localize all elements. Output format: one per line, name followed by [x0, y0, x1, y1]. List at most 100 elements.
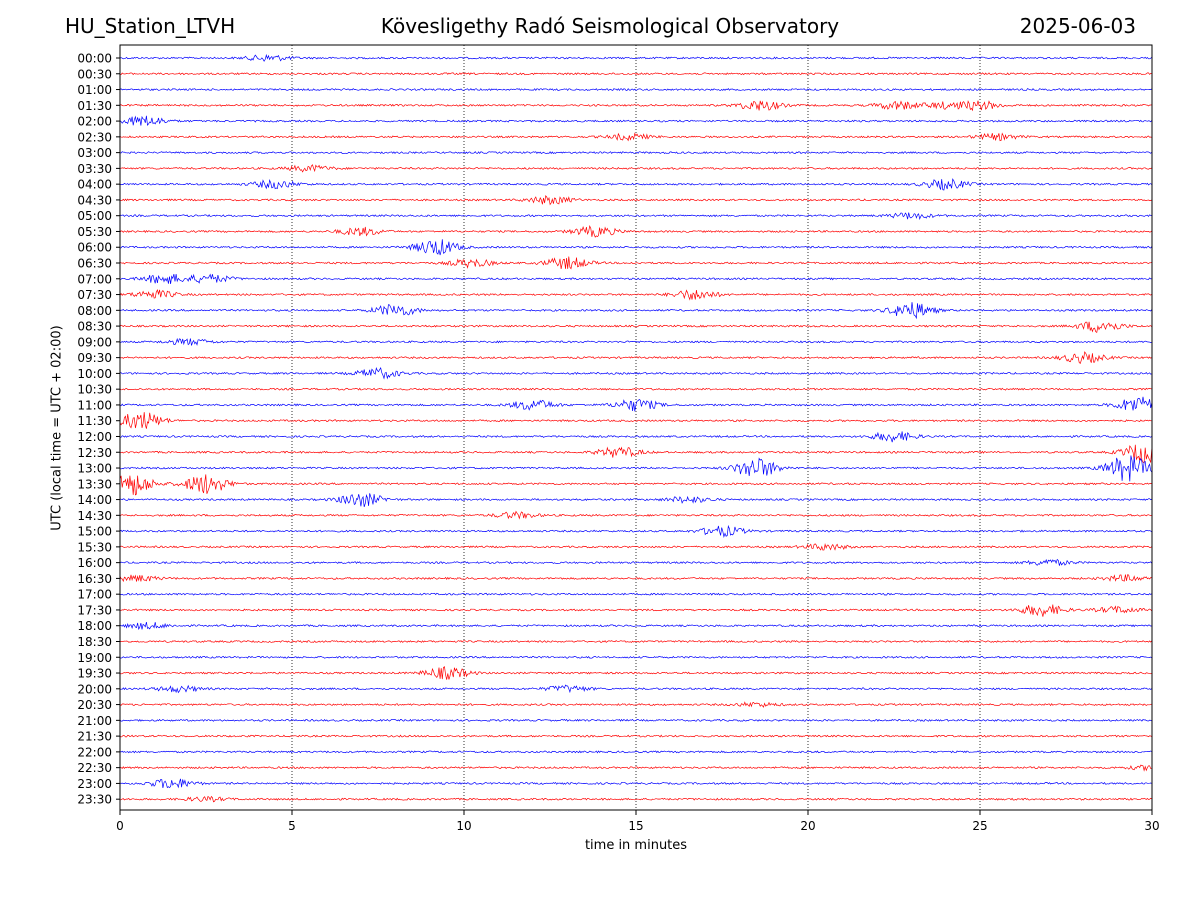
- trace-0400: [119, 178, 1153, 191]
- y-tick-label: 15:30: [77, 540, 112, 554]
- y-tick-label: 01:30: [77, 99, 112, 113]
- y-tick-label: 11:30: [77, 414, 112, 428]
- trace-0030: [119, 72, 1152, 76]
- y-tick-label: 18:30: [77, 635, 112, 649]
- trace-1900: [119, 655, 1153, 659]
- y-tick-label: 14:00: [77, 493, 112, 507]
- trace-0330: [119, 164, 1152, 173]
- trace-1800: [119, 622, 1152, 630]
- trace-0900: [119, 337, 1152, 346]
- trace-1400: [119, 493, 1152, 508]
- y-tick-label: 02:00: [77, 115, 112, 129]
- x-tick-label: 10: [456, 819, 471, 833]
- trace-1430: [119, 510, 1152, 520]
- y-tick-label: 04:30: [77, 193, 112, 207]
- x-tick-label: 20: [800, 819, 815, 833]
- trace-2100: [119, 718, 1152, 722]
- y-tick-label: 17:30: [77, 603, 112, 617]
- y-tick-label: 11:00: [77, 398, 112, 412]
- trace-1100: [119, 396, 1153, 412]
- y-tick-label: 10:00: [77, 367, 112, 381]
- x-tick-label: 30: [1144, 819, 1159, 833]
- y-tick-label: 23:30: [77, 793, 112, 807]
- y-tick-label: 18:00: [77, 619, 112, 633]
- y-tick-label: 21:30: [77, 730, 112, 744]
- y-tick-label: 04:00: [77, 178, 112, 192]
- y-tick-label: 06:00: [77, 241, 112, 255]
- trace-0600: [119, 239, 1153, 256]
- trace-0730: [119, 289, 1153, 301]
- trace-1500: [119, 524, 1153, 539]
- trace-0800: [119, 302, 1153, 320]
- y-tick-label: 08:00: [77, 304, 112, 318]
- y-tick-label: 20:30: [77, 698, 112, 712]
- y-tick-label: 02:30: [77, 130, 112, 144]
- y-tick-label: 21:00: [77, 714, 112, 728]
- y-tick-label: 12:30: [77, 446, 112, 460]
- trace-0000: [119, 53, 1153, 62]
- y-tick-label: 08:30: [77, 320, 112, 334]
- trace-0630: [119, 256, 1152, 270]
- y-tick-label: 22:30: [77, 761, 112, 775]
- trace-1700: [119, 592, 1152, 596]
- plot-frame: [119, 44, 1153, 811]
- x-tick-label: 15: [628, 819, 643, 833]
- record-date: 2025-06-03: [1019, 14, 1136, 38]
- trace-1030: [119, 387, 1152, 391]
- y-tick-label: 07:00: [77, 272, 112, 286]
- y-tick-label: 05:30: [77, 225, 112, 239]
- trace-0930: [119, 351, 1152, 364]
- station-name: HU_Station_LTVH: [65, 14, 236, 38]
- trace-0430: [119, 194, 1152, 206]
- trace-1630: [119, 574, 1152, 583]
- y-tick-label: 19:30: [77, 667, 112, 681]
- y-tick-label: 03:00: [77, 146, 112, 160]
- y-tick-label: 10:30: [77, 383, 112, 397]
- y-tick-label: 07:30: [77, 288, 112, 302]
- trace-2330: [119, 795, 1152, 803]
- trace-2300: [119, 778, 1152, 789]
- y-tick-label: 13:30: [77, 477, 112, 491]
- y-tick-label: 00:00: [77, 52, 112, 66]
- y-tick-label: 19:00: [77, 651, 112, 665]
- trace-0200: [119, 115, 1153, 126]
- trace-1530: [119, 543, 1153, 551]
- trace-1300: [119, 455, 1153, 482]
- y-tick-label: 16:30: [77, 572, 112, 586]
- trace-2030: [119, 701, 1152, 708]
- trace-1730: [119, 604, 1153, 617]
- trace-0130: [119, 100, 1152, 112]
- trace-1130: [119, 412, 1152, 429]
- trace-0300: [119, 151, 1153, 155]
- y-tick-label: 22:00: [77, 745, 112, 759]
- trace-0230: [119, 132, 1152, 142]
- x-axis-label: time in minutes: [584, 838, 688, 853]
- y-tick-label: 03:30: [77, 162, 112, 176]
- y-tick-label: 20:00: [77, 682, 112, 696]
- trace-2200: [119, 750, 1152, 754]
- trace-1200: [119, 431, 1153, 443]
- y-tick-label: 09:00: [77, 335, 112, 349]
- y-tick-label: 14:30: [77, 509, 112, 523]
- trace-0500: [119, 212, 1152, 221]
- x-tick-label: 5: [288, 819, 296, 833]
- trace-1000: [119, 366, 1152, 380]
- y-tick-label: 12:00: [77, 430, 112, 444]
- trace-1330: [119, 474, 1152, 496]
- y-axis-label: UTC (local time = UTC + 02:00): [49, 325, 65, 531]
- trace-1830: [119, 639, 1153, 643]
- y-tick-label: 13:00: [77, 462, 112, 476]
- trace-2230: [119, 764, 1152, 772]
- y-tick-label: 16:00: [77, 556, 112, 570]
- y-tick-label: 06:30: [77, 257, 112, 271]
- y-tick-label: 09:30: [77, 351, 112, 365]
- trace-0100: [119, 88, 1152, 92]
- observatory-title: Kövesligethy Radó Seismological Observat…: [380, 14, 840, 38]
- trace-0830: [119, 321, 1153, 334]
- trace-1930: [119, 666, 1152, 680]
- y-tick-label: 15:00: [77, 525, 112, 539]
- trace-0530: [119, 225, 1153, 238]
- trace-0700: [119, 273, 1152, 284]
- y-tick-label: 17:00: [77, 588, 112, 602]
